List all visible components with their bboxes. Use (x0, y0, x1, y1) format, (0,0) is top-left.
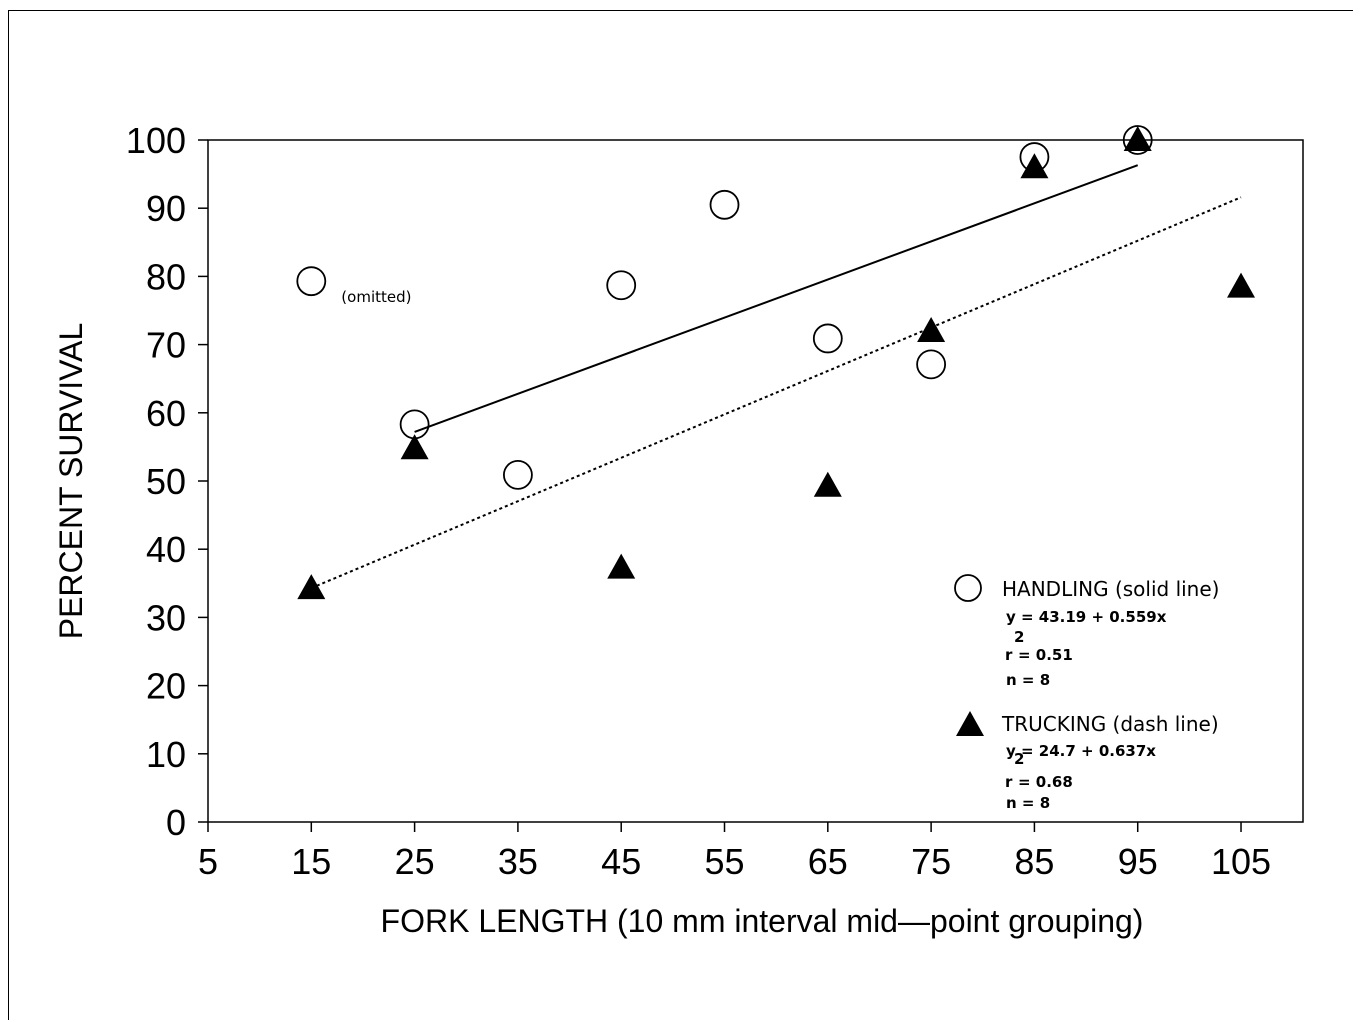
legend-handling-n: n = 8 (1006, 671, 1050, 689)
trucking-point (400, 434, 429, 460)
x-tick-label: 25 (395, 841, 435, 882)
y-tick-label: 0 (166, 802, 186, 843)
x-tick-label: 5 (198, 841, 218, 882)
legend-trucking-r2-value: = 0.68 (1018, 773, 1073, 791)
trucking-point (917, 316, 946, 342)
y-tick-label: 20 (146, 666, 186, 707)
handling-point (812, 323, 843, 354)
legend-triangle-icon (956, 711, 984, 736)
legend-trucking-n: n = 8 (1006, 794, 1050, 812)
handling-point (606, 270, 637, 301)
legend-handling-r2-value: = 0.51 (1018, 646, 1073, 664)
legend-trucking-r2-symbol: r (1005, 773, 1013, 791)
legend-handling-r2-symbol: r (1005, 646, 1013, 664)
omitted-point (296, 266, 327, 297)
legend: HANDLING (solid line) y = 43.19 + 0.559x… (954, 574, 1219, 812)
x-tick-label: 55 (704, 841, 744, 882)
x-tick-label: 105 (1211, 841, 1271, 882)
y-tick-label: 10 (146, 734, 186, 775)
trucking-fit-line (310, 196, 1242, 589)
legend-handling-label: HANDLING (solid line) (1002, 577, 1219, 601)
handling-point (709, 189, 740, 220)
handling-point (503, 459, 533, 490)
x-axis-label: FORK LENGTH (10 mm interval mid—point gr… (381, 903, 1144, 939)
legend-handling-r2-superscript: 2 (1014, 628, 1024, 646)
y-tick-label: 50 (146, 461, 186, 502)
handling-point (399, 409, 430, 440)
omitted-annotation: (omitted) (341, 288, 411, 306)
legend-handling-equation: y = 43.19 + 0.559x (1006, 608, 1167, 626)
x-tick-label: 95 (1118, 841, 1158, 882)
y-tick-label: 100 (126, 120, 186, 161)
x-tick-label: 15 (291, 841, 331, 882)
figure-frame (8, 10, 1353, 1020)
fit-lines (310, 164, 1242, 589)
y-axis: 0 10 20 30 40 50 60 70 80 90 100 (126, 120, 208, 843)
y-tick-label: 30 (146, 597, 186, 638)
legend-trucking-label: TRUCKING (dash line) (1001, 712, 1219, 736)
handling-point (916, 349, 947, 380)
x-tick-label: 85 (1014, 841, 1054, 882)
legend-circle-icon (954, 574, 982, 602)
data-points (296, 125, 1256, 600)
trucking-point (607, 553, 636, 579)
legend-trucking-equation: y = 24.7 + 0.637x (1006, 742, 1156, 760)
y-tick-label: 90 (146, 188, 186, 229)
y-tick-label: 40 (146, 529, 186, 570)
trucking-point (297, 574, 326, 600)
trucking-point (1227, 272, 1256, 298)
x-axis: 5 15 25 35 45 55 65 75 85 95 105 (198, 822, 1271, 882)
legend-trucking-r2-superscript: 2 (1014, 750, 1024, 768)
x-tick-label: 65 (808, 841, 848, 882)
x-tick-label: 45 (601, 841, 641, 882)
trucking-point (813, 471, 842, 497)
trucking-point (1020, 153, 1049, 179)
x-tick-label: 75 (911, 841, 951, 882)
x-tick-label: 35 (498, 841, 538, 882)
y-tick-label: 80 (146, 256, 186, 297)
y-axis-label: PERCENT SURVIVAL (53, 323, 89, 640)
y-tick-label: 70 (146, 325, 186, 366)
y-tick-label: 60 (146, 393, 186, 434)
trucking-point (1123, 126, 1152, 151)
handling-fit-line (414, 164, 1139, 433)
